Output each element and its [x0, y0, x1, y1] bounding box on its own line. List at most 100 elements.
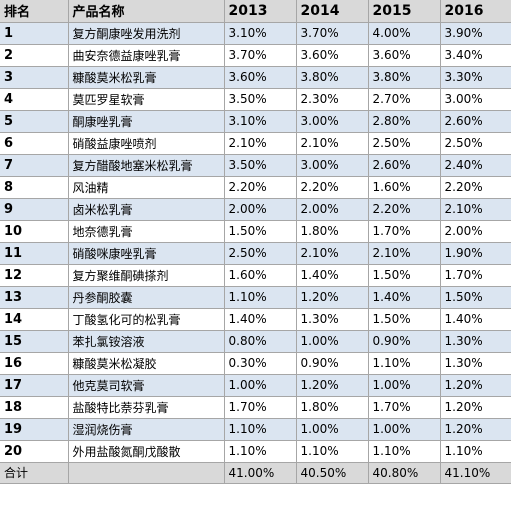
table-row: 16 糠酸莫米松凝胶 0.30% 0.90% 1.10% 1.30% [0, 352, 511, 375]
share-2016-cell: 2.50% [440, 132, 511, 155]
share-2015-cell: 1.00% [368, 374, 441, 397]
product-name-cell: 风油精 [68, 176, 225, 199]
share-2013-cell: 1.00% [224, 374, 297, 397]
product-name-cell: 复方酮康唑发用洗剂 [68, 22, 225, 45]
table-row: 15 苯扎氯铵溶液 0.80% 1.00% 0.90% 1.30% [0, 330, 511, 353]
market-share-table: 排名 产品名称 2013 2014 2015 2016 1 复方酮康唑发用洗剂 3.… [0, 0, 511, 484]
header-year-2015: 2015 [368, 0, 441, 23]
product-name-cell: 莫匹罗星软膏 [68, 88, 225, 111]
product-name-cell: 酮康唑乳膏 [68, 110, 225, 133]
share-2013-cell: 3.50% [224, 154, 297, 177]
share-2016-cell: 1.20% [440, 418, 511, 441]
share-2013-cell: 2.50% [224, 242, 297, 265]
share-2015-cell: 0.90% [368, 330, 441, 353]
share-2016-cell: 1.10% [440, 440, 511, 463]
share-2015-cell: 2.10% [368, 242, 441, 265]
product-name-cell: 他克莫司软膏 [68, 374, 225, 397]
total-row: 合计 41.00% 40.50% 40.80% 41.10% [0, 462, 511, 484]
share-2014-cell: 3.60% [296, 44, 369, 67]
rank-cell: 20 [0, 440, 69, 463]
table-row: 9 卤米松乳膏 2.00% 2.00% 2.20% 2.10% [0, 198, 511, 221]
share-2016-cell: 2.10% [440, 198, 511, 221]
product-name-cell: 复方醋酸地塞米松乳膏 [68, 154, 225, 177]
product-name-cell: 苯扎氯铵溶液 [68, 330, 225, 353]
share-2015-cell: 1.50% [368, 264, 441, 287]
table-row: 2 曲安奈德益康唑乳膏 3.70% 3.60% 3.60% 3.40% [0, 44, 511, 67]
share-2014-cell: 2.30% [296, 88, 369, 111]
table-row: 11 硝酸咪康唑乳膏 2.50% 2.10% 2.10% 1.90% [0, 242, 511, 265]
share-2014-cell: 1.10% [296, 440, 369, 463]
rank-cell: 17 [0, 374, 69, 397]
total-2016: 41.10% [440, 462, 511, 484]
share-2013-cell: 3.70% [224, 44, 297, 67]
share-2016-cell: 1.40% [440, 308, 511, 331]
share-2015-cell: 2.60% [368, 154, 441, 177]
share-2013-cell: 1.60% [224, 264, 297, 287]
share-2014-cell: 1.80% [296, 220, 369, 243]
rank-cell: 5 [0, 110, 69, 133]
share-2013-cell: 3.60% [224, 66, 297, 89]
header-product-name: 产品名称 [68, 0, 225, 23]
share-2015-cell: 1.40% [368, 286, 441, 309]
header-row: 排名 产品名称 2013 2014 2015 2016 [0, 0, 511, 23]
total-label: 合计 [0, 462, 69, 484]
table-row: 6 硝酸益康唑喷剂 2.10% 2.10% 2.50% 2.50% [0, 132, 511, 155]
share-2013-cell: 0.30% [224, 352, 297, 375]
share-2016-cell: 3.90% [440, 22, 511, 45]
share-2014-cell: 2.10% [296, 132, 369, 155]
rank-cell: 19 [0, 418, 69, 441]
share-2015-cell: 3.60% [368, 44, 441, 67]
share-2013-cell: 1.10% [224, 286, 297, 309]
share-2016-cell: 3.00% [440, 88, 511, 111]
rank-cell: 12 [0, 264, 69, 287]
share-2015-cell: 2.70% [368, 88, 441, 111]
product-name-cell: 糠酸莫米松凝胶 [68, 352, 225, 375]
table-row: 4 莫匹罗星软膏 3.50% 2.30% 2.70% 3.00% [0, 88, 511, 111]
share-2015-cell: 1.00% [368, 418, 441, 441]
share-2014-cell: 3.80% [296, 66, 369, 89]
product-name-cell: 丁酸氢化可的松乳膏 [68, 308, 225, 331]
share-2014-cell: 1.00% [296, 418, 369, 441]
share-2013-cell: 1.10% [224, 440, 297, 463]
total-2014: 40.50% [296, 462, 369, 484]
share-2016-cell: 1.70% [440, 264, 511, 287]
share-2015-cell: 1.10% [368, 352, 441, 375]
share-2013-cell: 2.00% [224, 198, 297, 221]
share-2013-cell: 0.80% [224, 330, 297, 353]
rank-cell: 1 [0, 22, 69, 45]
share-2016-cell: 3.40% [440, 44, 511, 67]
share-2014-cell: 0.90% [296, 352, 369, 375]
share-2014-cell: 3.70% [296, 22, 369, 45]
share-2016-cell: 2.20% [440, 176, 511, 199]
product-name-cell: 糠酸莫米松乳膏 [68, 66, 225, 89]
share-2015-cell: 1.10% [368, 440, 441, 463]
rank-cell: 15 [0, 330, 69, 353]
total-2013: 41.00% [224, 462, 297, 484]
product-name-cell: 硝酸益康唑喷剂 [68, 132, 225, 155]
share-2013-cell: 1.10% [224, 418, 297, 441]
share-2014-cell: 2.00% [296, 198, 369, 221]
share-2015-cell: 2.80% [368, 110, 441, 133]
share-2015-cell: 4.00% [368, 22, 441, 45]
product-name-cell: 硝酸咪康唑乳膏 [68, 242, 225, 265]
share-2013-cell: 1.70% [224, 396, 297, 419]
rank-cell: 18 [0, 396, 69, 419]
share-2016-cell: 1.30% [440, 330, 511, 353]
share-2013-cell: 3.50% [224, 88, 297, 111]
share-2015-cell: 2.50% [368, 132, 441, 155]
header-year-2013: 2013 [224, 0, 297, 23]
total-2015: 40.80% [368, 462, 441, 484]
table-row: 20 外用盐酸氮酮戊酸散 1.10% 1.10% 1.10% 1.10% [0, 440, 511, 463]
share-2013-cell: 2.10% [224, 132, 297, 155]
rank-cell: 10 [0, 220, 69, 243]
share-2013-cell: 2.20% [224, 176, 297, 199]
rank-cell: 6 [0, 132, 69, 155]
share-2014-cell: 2.10% [296, 242, 369, 265]
share-2015-cell: 2.20% [368, 198, 441, 221]
table-row: 1 复方酮康唑发用洗剂 3.10% 3.70% 4.00% 3.90% [0, 22, 511, 45]
share-2014-cell: 1.20% [296, 374, 369, 397]
share-2013-cell: 3.10% [224, 110, 297, 133]
share-2014-cell: 1.80% [296, 396, 369, 419]
total-product-cell [68, 462, 225, 484]
table-row: 13 丹参酮胶囊 1.10% 1.20% 1.40% 1.50% [0, 286, 511, 309]
